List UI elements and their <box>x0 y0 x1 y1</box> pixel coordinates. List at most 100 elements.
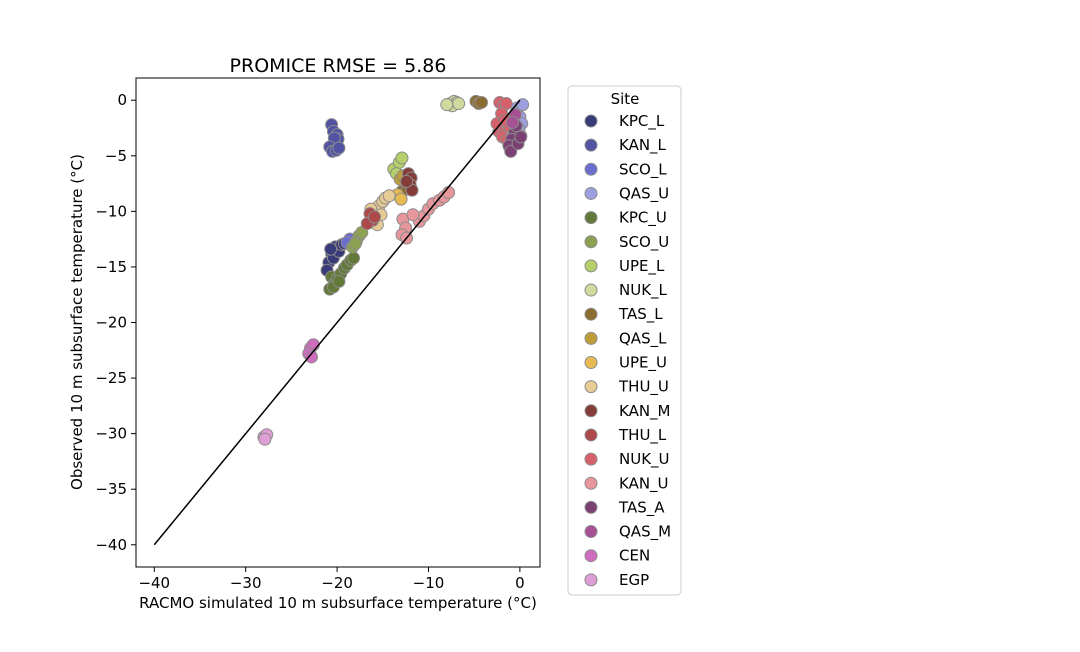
legend-item: KPC_L <box>584 112 665 131</box>
legend-item: KAN_U <box>584 474 669 493</box>
legend-item: SCO_L <box>584 160 667 179</box>
legend-item: THU_U <box>584 378 669 397</box>
data-point <box>395 151 409 165</box>
series-kan-l <box>323 118 346 158</box>
legend-marker <box>584 476 598 490</box>
legend-label: NUK_U <box>619 450 670 469</box>
legend-label: UPE_L <box>619 257 665 276</box>
series-sco-u <box>346 225 369 254</box>
legend-marker <box>584 356 598 369</box>
legend-item: QAS_L <box>584 329 667 348</box>
legend-label: THU_L <box>618 426 667 445</box>
data-point <box>394 192 408 206</box>
legend-marker <box>584 380 598 394</box>
x-tick-label: 0 <box>515 574 525 592</box>
legend-item: KAN_M <box>584 402 671 421</box>
legend-marker <box>584 211 598 225</box>
series-egp <box>257 428 274 446</box>
legend-label: UPE_U <box>619 354 667 373</box>
legend-marker <box>584 452 598 466</box>
legend-item: UPE_L <box>584 257 665 276</box>
legend-marker <box>584 186 598 200</box>
series-cen <box>302 338 320 364</box>
legend: Site KPC_L KAN_L SCO_L QAS_U KPC_U SCO_U UPE_L… <box>567 85 682 596</box>
data-point <box>324 242 338 256</box>
y-tick-label: −5 <box>105 147 127 165</box>
legend-label: TAS_A <box>618 498 665 517</box>
data-point <box>368 210 382 224</box>
x-tick-label: −40 <box>138 574 170 592</box>
legend-item: TAS_A <box>584 498 665 517</box>
y-tick-label: −25 <box>95 369 127 387</box>
legend-marker <box>584 549 598 563</box>
legend-marker <box>584 259 598 273</box>
legend-label: TAS_L <box>618 305 663 324</box>
data-point <box>400 174 414 188</box>
data-points-layer <box>153 94 530 546</box>
series-qas-m <box>506 108 522 129</box>
x-tick-label: −20 <box>321 574 353 592</box>
data-point <box>258 432 272 446</box>
legend-marker <box>584 331 598 345</box>
y-tick-label: −20 <box>95 314 127 332</box>
legend-item: QAS_U <box>584 184 669 203</box>
legend-label: KAN_L <box>619 136 667 155</box>
x-axis-label: RACMO simulated 10 m subsurface temperat… <box>139 594 537 612</box>
legend-label: QAS_U <box>619 184 669 203</box>
legend-title: Site <box>611 90 640 108</box>
data-point <box>304 350 318 364</box>
legend-marker <box>584 162 598 176</box>
legend-label: CEN <box>619 547 650 565</box>
legend-frame <box>567 85 682 596</box>
data-point <box>516 98 530 112</box>
y-tick-label: −30 <box>95 425 127 443</box>
legend-marker <box>584 500 598 514</box>
legend-item: KAN_L <box>584 136 667 155</box>
legend-marker <box>584 235 598 249</box>
legend-marker <box>584 525 598 539</box>
data-point <box>475 95 489 109</box>
legend-item: EGP <box>584 571 649 589</box>
data-point <box>406 208 420 222</box>
y-tick-label: −15 <box>95 258 127 276</box>
legend-item: CEN <box>584 547 650 565</box>
legend-marker <box>584 283 598 297</box>
legend-label: KAN_M <box>619 402 671 421</box>
legend-item: THU_L <box>584 426 667 445</box>
legend-label: EGP <box>619 571 649 589</box>
legend-item: NUK_U <box>584 450 670 469</box>
legend-label: THU_U <box>618 378 669 397</box>
legend-label: KPC_U <box>619 209 667 228</box>
y-tick-label: −10 <box>95 202 127 220</box>
y-axis-label: Observed 10 m subsurface temperature (°C… <box>68 154 86 490</box>
legend-marker <box>584 138 598 152</box>
series-thu-l <box>360 207 382 231</box>
legend-item: SCO_U <box>584 233 669 252</box>
legend-item: TAS_L <box>584 305 663 324</box>
series-nuk-l <box>440 94 466 113</box>
legend-marker <box>584 428 598 442</box>
legend-marker <box>584 114 598 128</box>
series-kpc-u <box>323 251 361 296</box>
y-tick-label: −40 <box>95 536 127 554</box>
one-to-one-line <box>153 99 521 546</box>
legend-item: NUK_L <box>584 281 668 300</box>
legend-marker <box>584 573 598 587</box>
x-axis-ticks: −40 −30 −20 −10 0 <box>138 567 525 592</box>
chart-title: PROMICE RMSE = 5.86 <box>230 55 447 77</box>
legend-label: KAN_U <box>619 474 669 493</box>
legend-marker <box>584 307 598 321</box>
data-point <box>452 97 466 111</box>
data-point <box>347 251 361 265</box>
data-point <box>440 98 454 112</box>
y-axis-ticks: 0 −5 −10 −15 −20 −25 −30 −35 −40 <box>95 91 136 554</box>
x-tick-label: −30 <box>230 574 262 592</box>
series-kan-m <box>400 167 419 197</box>
y-tick-label: −35 <box>95 480 127 498</box>
legend-item: KPC_U <box>584 209 667 228</box>
data-point <box>506 115 520 129</box>
data-point <box>514 130 528 144</box>
data-point <box>382 189 396 203</box>
data-point <box>332 274 346 288</box>
